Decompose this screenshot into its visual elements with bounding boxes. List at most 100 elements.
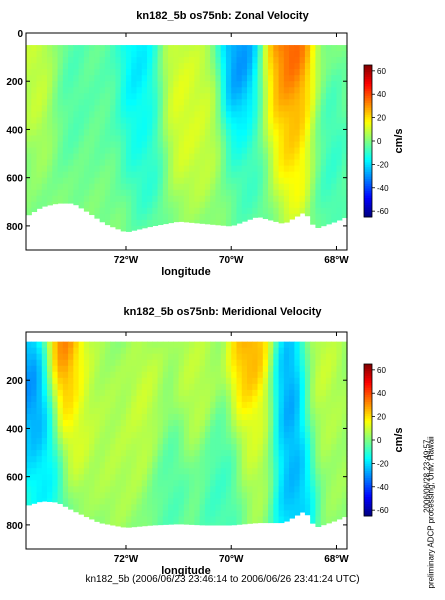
heatmap-cell bbox=[252, 75, 259, 82]
heatmap-cell bbox=[157, 407, 164, 415]
colorbar-label: cm/s bbox=[393, 128, 405, 153]
heatmap-cell bbox=[262, 462, 269, 469]
heatmap-cell bbox=[236, 63, 243, 70]
heatmap-cell bbox=[199, 353, 206, 361]
heatmap-cell bbox=[157, 75, 164, 82]
heatmap-cell bbox=[299, 341, 306, 349]
heatmap-cell bbox=[325, 474, 332, 481]
heatmap-cell bbox=[262, 117, 269, 125]
heatmap-cell bbox=[68, 383, 74, 391]
heatmap-cell bbox=[231, 504, 238, 512]
heatmap-cell bbox=[125, 522, 132, 528]
heatmap-cell bbox=[189, 117, 195, 125]
heatmap-cell bbox=[162, 401, 169, 409]
heatmap-cell bbox=[41, 365, 48, 373]
heatmap-cell bbox=[325, 353, 332, 361]
heatmap-cell bbox=[268, 438, 274, 445]
heatmap-cell bbox=[336, 99, 343, 106]
heatmap-cell bbox=[336, 147, 343, 155]
heatmap-cell bbox=[257, 365, 264, 373]
heatmap-cell bbox=[194, 353, 201, 361]
heatmap-cell bbox=[104, 456, 111, 463]
heatmap-cell bbox=[83, 395, 90, 403]
heatmap-cell bbox=[225, 492, 232, 499]
heatmap-cell bbox=[178, 395, 185, 403]
heatmap-cell bbox=[152, 480, 159, 487]
heatmap-cell bbox=[52, 480, 59, 487]
heatmap-cell bbox=[183, 383, 190, 391]
heatmap-cell bbox=[120, 383, 127, 391]
heatmap-cell bbox=[120, 413, 127, 421]
heatmap-cell bbox=[278, 177, 285, 185]
heatmap-cell bbox=[268, 359, 274, 367]
heatmap-cell bbox=[325, 480, 332, 487]
heatmap-cell bbox=[73, 474, 80, 481]
heatmap-cell bbox=[168, 207, 174, 215]
colorbar-segment bbox=[364, 449, 372, 453]
heatmap-cell bbox=[31, 195, 38, 203]
heatmap-cell bbox=[225, 141, 232, 149]
heatmap-cell bbox=[120, 444, 127, 451]
heatmap-cell bbox=[178, 183, 185, 191]
heatmap-cell bbox=[231, 474, 238, 481]
heatmap-cell bbox=[199, 426, 206, 433]
heatmap-cell bbox=[115, 438, 122, 445]
heatmap-cell bbox=[57, 147, 64, 155]
heatmap-cell bbox=[141, 117, 148, 125]
heatmap-cell bbox=[89, 389, 96, 397]
heatmap-cell bbox=[31, 105, 38, 112]
heatmap-cell bbox=[94, 159, 101, 167]
heatmap-cell bbox=[152, 171, 159, 179]
heatmap-cell bbox=[125, 432, 132, 439]
heatmap-cell bbox=[104, 57, 111, 64]
heatmap-cell bbox=[104, 45, 111, 52]
heatmap-cell bbox=[94, 371, 101, 379]
heatmap-cell bbox=[299, 75, 306, 82]
heatmap-cell bbox=[62, 153, 69, 161]
heatmap-cell bbox=[210, 450, 217, 457]
heatmap-cell bbox=[131, 383, 138, 391]
colorbar-tick-label: 0 bbox=[377, 436, 382, 445]
heatmap-cell bbox=[331, 474, 338, 481]
heatmap-cell bbox=[278, 189, 285, 197]
heatmap-cell bbox=[52, 498, 59, 503]
colorbar-segment bbox=[364, 506, 372, 510]
heatmap-cell bbox=[189, 456, 195, 463]
heatmap-cell bbox=[341, 341, 348, 349]
heatmap-cell bbox=[341, 456, 348, 463]
heatmap-cell bbox=[247, 420, 253, 427]
heatmap-cell bbox=[47, 69, 53, 76]
heatmap-cell bbox=[94, 456, 101, 463]
heatmap-cell bbox=[310, 522, 317, 524]
heatmap-cell bbox=[89, 123, 96, 131]
heatmap-cell bbox=[268, 111, 274, 118]
heatmap-cell bbox=[131, 171, 138, 179]
heatmap-cell bbox=[110, 123, 117, 131]
heatmap-cell bbox=[47, 462, 53, 469]
heatmap-cell bbox=[294, 123, 301, 131]
heatmap-cell bbox=[225, 87, 232, 94]
heatmap-cell bbox=[83, 45, 90, 52]
heatmap-cell bbox=[204, 486, 211, 493]
heatmap-cell bbox=[241, 389, 248, 397]
heatmap-cell bbox=[315, 498, 322, 505]
heatmap-cell bbox=[262, 63, 269, 70]
heatmap-cell bbox=[52, 353, 59, 361]
heatmap-cell bbox=[26, 75, 32, 82]
heatmap-cell bbox=[136, 69, 143, 76]
heatmap-cell bbox=[110, 69, 117, 76]
heatmap-cell bbox=[26, 420, 32, 427]
heatmap-cell bbox=[315, 353, 322, 361]
heatmap-cell bbox=[183, 389, 190, 397]
heatmap-cell bbox=[304, 353, 311, 361]
heatmap-cell bbox=[115, 57, 122, 64]
heatmap-cell bbox=[310, 69, 317, 76]
heatmap-cell bbox=[68, 165, 74, 173]
heatmap-cell bbox=[320, 401, 327, 409]
heatmap-cell bbox=[262, 353, 269, 361]
heatmap-cell bbox=[331, 87, 338, 94]
heatmap-cell bbox=[47, 486, 53, 493]
heatmap-cell bbox=[168, 420, 174, 427]
heatmap-cell bbox=[26, 213, 32, 216]
heatmap-cell bbox=[199, 432, 206, 439]
